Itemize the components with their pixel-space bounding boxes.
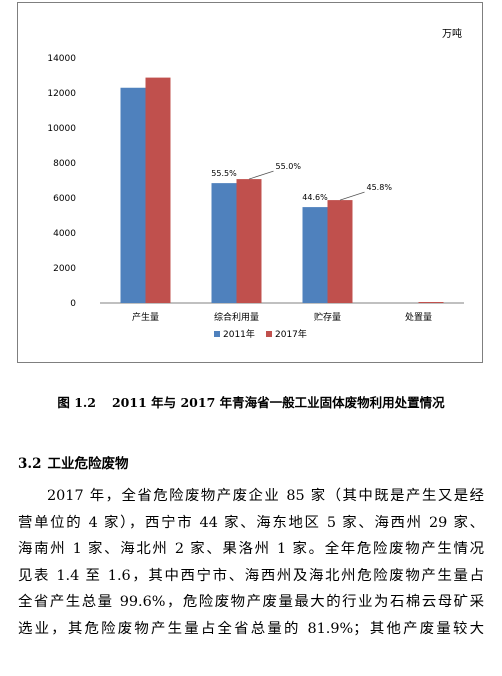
- y-tick-label: 14000: [47, 54, 76, 64]
- unit-label: 万吨: [442, 27, 462, 40]
- bar-series-b: [327, 200, 353, 303]
- bar-series-b: [236, 179, 262, 303]
- data-label-leader: [339, 191, 365, 201]
- figure-caption: 图 1.2 2011 年与 2017 年青海省一般工业固体废物利用处置情况: [0, 392, 502, 411]
- y-tick-label: 10000: [47, 124, 76, 134]
- bar-chart: 万吨 0 2000 4000 6000 8000 10000 12000 14000 产生量 综合利…: [47, 27, 464, 340]
- body-paragraph: 2017 年，全省危险废物产废企业 85 家（其中既是产生又是经 营单位的 4 …: [18, 483, 484, 642]
- section-title: 工业危险废物: [47, 456, 129, 472]
- section-heading: 3.2 工业危险废物: [18, 452, 129, 472]
- legend-swatch: [266, 331, 272, 337]
- paragraph-line: 营单位的 4 家），西宁市 44 家、海东地区 5 家、海西州 29 家、: [18, 514, 484, 531]
- legend-label: 2011年: [223, 328, 255, 340]
- bar-series-b: [145, 77, 171, 303]
- data-label-leader: [248, 170, 274, 180]
- x-category-label: 产生量: [132, 311, 159, 323]
- y-tick-label: 4000: [53, 229, 76, 239]
- legend-label: 2017年: [275, 328, 307, 340]
- bar-series-a: [302, 207, 328, 303]
- figure-number: 图 1.2: [57, 395, 96, 410]
- paragraph-line: 2017 年，全省危险废物产废企业 85 家（其中既是产生又是经: [47, 488, 484, 504]
- paragraph-line: 全省产生总量 99.6%，危险废物产废量最大的行业为石棉云母矿采: [18, 594, 484, 610]
- legend-swatch: [214, 331, 220, 337]
- bar-series-b: [418, 302, 444, 303]
- x-category-label: 贮存量: [314, 311, 341, 323]
- bar-series-a: [211, 183, 237, 303]
- y-tick-label: 2000: [53, 264, 76, 274]
- section-number: 3.2: [18, 456, 42, 472]
- paragraph-line: 选业，其危险废物产生量占全省总量的 81.9%；其他产废量较大: [18, 620, 484, 637]
- bar-series-a: [120, 87, 146, 303]
- chart-frame: 万吨 0 2000 4000 6000 8000 10000 12000 14000 产生量 综合利…: [17, 2, 483, 363]
- paragraph-line: 见表 1.4 至 1.6，其中西宁市、海西州及海北州危险废物产生量占: [18, 567, 484, 584]
- x-category-label: 综合利用量: [214, 311, 259, 323]
- figure-caption-text: 2011 年与 2017 年青海省一般工业固体废物利用处置情况: [111, 395, 445, 410]
- y-tick-label: 8000: [53, 159, 76, 169]
- x-category-label: 处置量: [405, 311, 432, 323]
- y-tick-label: 0: [70, 299, 76, 309]
- y-tick-label: 6000: [53, 194, 76, 204]
- data-label: 44.6%: [302, 193, 328, 202]
- data-label: 55.5%: [211, 169, 237, 178]
- data-label: 55.0%: [276, 162, 302, 171]
- paragraph-line: 海南州 1 家、海北州 2 家、果洛州 1 家。全年危险废物产生情况: [18, 541, 484, 557]
- data-label: 45.8%: [367, 183, 393, 192]
- y-tick-label: 12000: [47, 89, 76, 99]
